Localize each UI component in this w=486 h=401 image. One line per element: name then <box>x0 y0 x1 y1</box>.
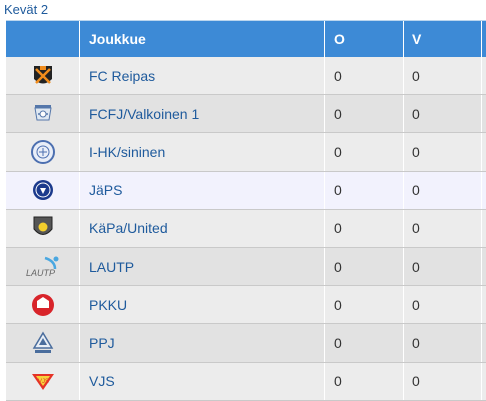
stat-v: 0 <box>404 171 482 209</box>
lautp-logo-icon: LAUTP <box>6 247 80 286</box>
svg-text:VJS: VJS <box>38 379 49 385</box>
row-filler <box>482 210 486 247</box>
team-name-link[interactable]: FCFJ/Valkoinen 1 <box>80 95 325 133</box>
team-name-link[interactable]: PPJ <box>80 324 325 362</box>
table-row: LAUTP LAUTP 0 0 <box>6 247 486 287</box>
stat-o: 0 <box>325 133 404 171</box>
team-name-link[interactable]: JäPS <box>80 171 325 209</box>
stat-o: 0 <box>325 324 404 362</box>
header-team[interactable]: Joukkue <box>80 21 325 57</box>
stat-o: 0 <box>325 95 404 133</box>
row-filler <box>482 133 486 170</box>
row-filler <box>482 57 486 94</box>
team-name-link[interactable]: LAUTP <box>80 247 325 286</box>
row-filler <box>482 286 486 323</box>
table-row: I-HK/sininen 0 0 <box>6 133 486 172</box>
stat-v: 0 <box>404 209 482 247</box>
fcfj-logo-icon <box>6 95 80 133</box>
table-row: JäPS 0 0 <box>6 171 486 210</box>
team-name-link[interactable]: KäPa/United <box>80 209 325 247</box>
team-name-link[interactable]: PKKU <box>80 286 325 324</box>
row-filler <box>482 248 486 285</box>
table-row: KäPa/United 0 0 <box>6 209 486 248</box>
table-row: FC Reipas 0 0 <box>6 57 486 96</box>
fc-reipas-logo-icon <box>6 57 80 95</box>
stat-v: 0 <box>404 362 482 400</box>
header-o[interactable]: O <box>325 21 404 57</box>
kapa-logo-icon <box>6 209 80 247</box>
row-filler <box>482 172 486 209</box>
stat-v: 0 <box>404 95 482 133</box>
stat-v: 0 <box>404 133 482 171</box>
stat-v: 0 <box>404 324 482 362</box>
stat-v: 0 <box>404 286 482 324</box>
team-name-link[interactable]: I-HK/sininen <box>80 133 325 171</box>
stat-o: 0 <box>325 171 404 209</box>
stat-o: 0 <box>325 362 404 400</box>
header-v[interactable]: V <box>404 21 482 57</box>
stat-o: 0 <box>325 286 404 324</box>
stat-v: 0 <box>404 57 482 95</box>
stat-o: 0 <box>325 247 404 286</box>
ppj-logo-icon <box>6 324 80 362</box>
pkku-logo-icon <box>6 286 80 324</box>
row-filler <box>482 95 486 132</box>
stat-v: 0 <box>404 247 482 286</box>
table-header: Joukkue O V <box>6 21 486 57</box>
table-caption: Kevät 2 <box>4 2 49 17</box>
stat-o: 0 <box>325 209 404 247</box>
stat-o: 0 <box>325 57 404 95</box>
row-filler <box>482 363 486 400</box>
team-name-link[interactable]: VJS <box>80 362 325 400</box>
table-row: PKKU 0 0 <box>6 286 486 325</box>
table-row: VJS VJS 0 0 <box>6 362 486 401</box>
team-name-link[interactable]: FC Reipas <box>80 57 325 95</box>
row-filler <box>482 324 486 361</box>
table-row: PPJ 0 0 <box>6 324 486 363</box>
header-logo <box>6 21 80 57</box>
svg-text:LAUTP: LAUTP <box>26 268 55 278</box>
japs-logo-icon <box>6 171 80 209</box>
vjs-logo-icon: VJS <box>6 362 80 400</box>
ihk-logo-icon <box>6 133 80 171</box>
header-filler <box>482 21 486 57</box>
